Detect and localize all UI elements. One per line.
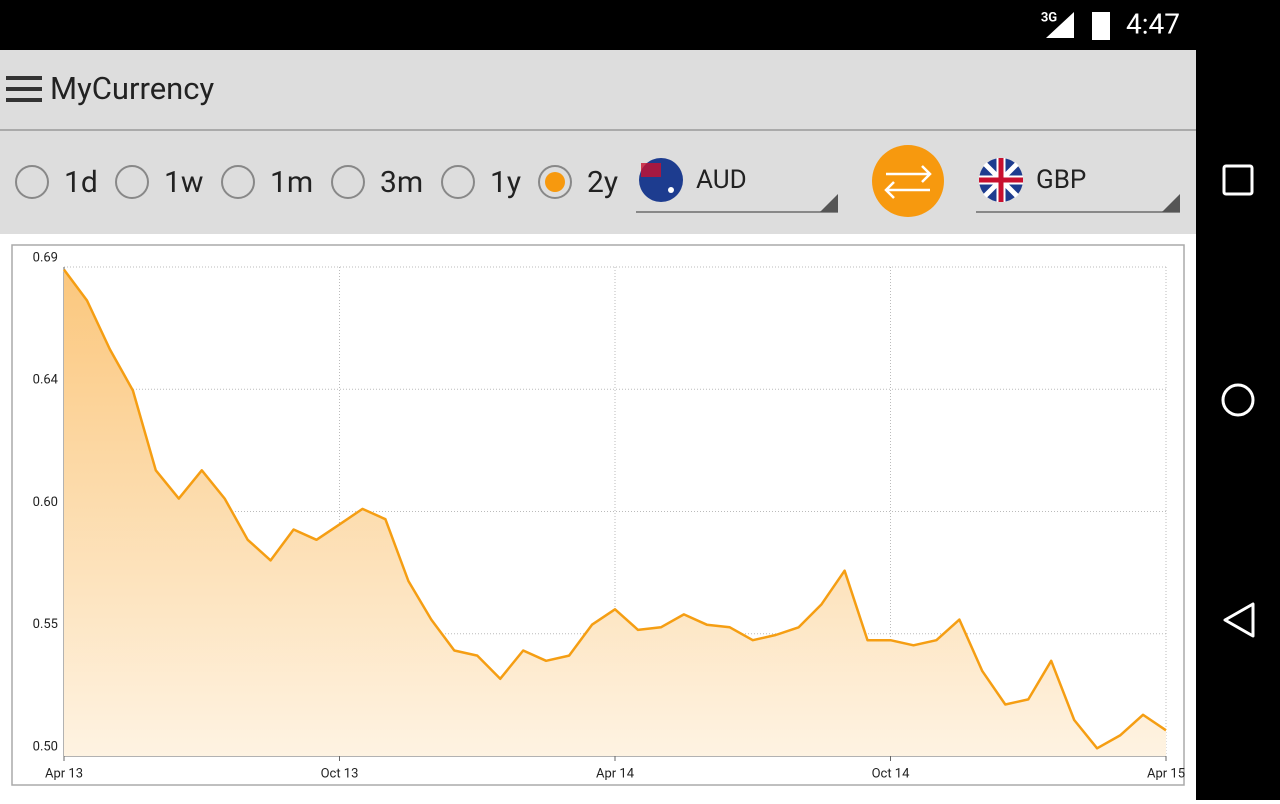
app-bar [0,50,1196,130]
radio-circle [15,165,49,199]
radio-circle [221,165,255,199]
app-title: MyCurrency [50,70,215,107]
signal-icon [1046,12,1074,38]
back-button[interactable] [1223,602,1255,638]
period-radio[interactable]: 1y [441,165,521,200]
x-tick-label: Apr 15 [1147,766,1185,781]
spinner-arrow [820,194,838,212]
home-button[interactable] [1221,383,1255,417]
spinner-arrow [1162,194,1180,212]
period-radio[interactable]: 3m [331,165,423,200]
to-currency-spinner[interactable]: GBP [976,158,1180,213]
period-radio[interactable]: 2y [538,165,618,200]
period-label: 1d [64,165,98,200]
radio-circle [115,165,149,199]
radio-circle [441,165,475,199]
nav-bar [1196,50,1280,800]
gb-flag-cross [979,158,1023,202]
y-tick-label: 0.69 [33,250,58,265]
status-bar [0,0,1280,50]
period-label: 2y [587,165,618,200]
y-tick-label: 0.60 [33,495,58,510]
period-label: 1m [270,165,313,200]
period-radio[interactable]: 1w [115,165,203,200]
radio-circle [538,165,572,199]
battery-icon [1092,12,1110,40]
period-radio[interactable]: 1d [15,165,98,200]
radio-circle [331,165,365,199]
from-currency: AUD [696,165,747,195]
x-tick-label: Apr 13 [45,766,83,781]
y-tick-label: 0.55 [33,617,58,632]
chart: 0.50 0.55 0.60 0.64 0.69 Apr 13 Oct 13 Apr 14 Oc… [33,250,1185,781]
y-tick-label: 0.64 [33,373,59,388]
period-label: 1y [490,165,521,200]
x-tick-label: Oct 13 [321,766,359,781]
radio-dot [545,172,565,192]
period-selector: 1d 1w 1m 3m 1y 2y [15,165,618,200]
x-tick-label: Apr 14 [596,766,635,781]
from-currency-spinner[interactable]: AUD [636,158,838,213]
au-flag-union [641,163,661,177]
period-label: 1w [164,165,203,200]
swap-button[interactable] [872,145,944,217]
y-tick-label: 0.50 [33,739,58,754]
x-tick-label: Oct 14 [872,766,911,781]
to-currency: GBP [1036,165,1086,195]
period-radio[interactable]: 1m [221,165,313,200]
swap-icon [884,165,932,199]
recents-button[interactable] [1222,164,1254,196]
menu-button[interactable] [6,76,42,102]
au-flag-star [668,187,674,193]
clock: 4:47 [1126,7,1180,40]
area [64,269,1166,756]
swap-circle [872,145,944,217]
line [62,268,1167,750]
period-label: 3m [380,165,423,200]
network-type: 3G [1041,10,1057,25]
